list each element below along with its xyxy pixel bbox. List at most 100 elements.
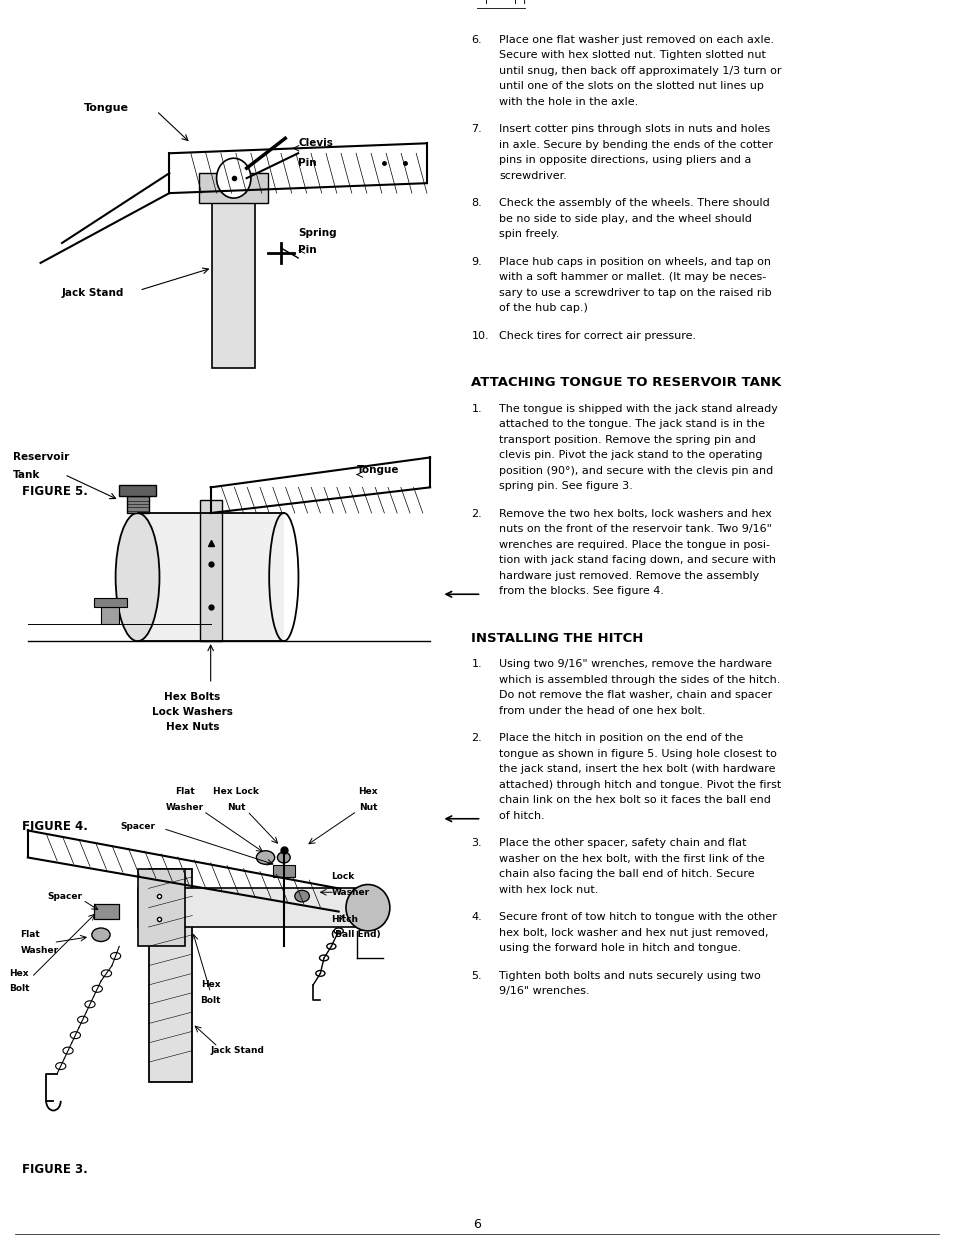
Text: hex bolt, lock washer and hex nut just removed,: hex bolt, lock washer and hex nut just r…: [499, 928, 768, 938]
Text: Nut: Nut: [358, 802, 376, 812]
Polygon shape: [213, 183, 255, 368]
Circle shape: [216, 158, 251, 198]
Text: FIGURE 5.: FIGURE 5.: [22, 486, 88, 498]
Polygon shape: [101, 607, 119, 624]
Text: I: I: [484, 0, 488, 6]
Polygon shape: [149, 870, 193, 1082]
Text: Tank: Tank: [13, 470, 41, 480]
Text: nuts on the front of the reservoir tank. Two 9/16": nuts on the front of the reservoir tank.…: [499, 525, 772, 535]
Text: FIGURE 4.: FIGURE 4.: [22, 820, 88, 832]
Text: Hex Lock: Hex Lock: [213, 787, 259, 796]
Polygon shape: [119, 485, 155, 496]
Text: Lock Washers: Lock Washers: [152, 706, 233, 716]
Text: Secure with hex slotted nut. Tighten slotted nut: Secure with hex slotted nut. Tighten slo…: [499, 51, 765, 61]
Text: 7.: 7.: [471, 125, 481, 135]
Text: Jack Stand: Jack Stand: [62, 288, 124, 298]
Text: The tongue is shipped with the jack stand already: The tongue is shipped with the jack stan…: [499, 404, 778, 414]
Text: Reservoir: Reservoir: [13, 452, 70, 462]
Text: attached) through hitch and tongue. Pivot the first: attached) through hitch and tongue. Pivo…: [499, 780, 781, 790]
Ellipse shape: [277, 852, 290, 863]
Text: Lock: Lock: [331, 872, 355, 881]
Text: Flat: Flat: [175, 787, 194, 796]
Text: with the hole in the axle.: with the hole in the axle.: [499, 97, 639, 107]
Polygon shape: [137, 870, 185, 947]
Text: Do not remove the flat washer, chain and spacer: Do not remove the flat washer, chain and…: [499, 690, 772, 700]
Text: hardware just removed. Remove the assembly: hardware just removed. Remove the assemb…: [499, 571, 759, 581]
Text: 2.: 2.: [471, 734, 481, 744]
Text: Spring: Spring: [298, 228, 336, 238]
Polygon shape: [170, 143, 427, 193]
Text: Hex Nuts: Hex Nuts: [166, 721, 219, 731]
Ellipse shape: [256, 851, 274, 865]
Text: Hex Bolts: Hex Bolts: [164, 692, 220, 701]
Text: pins in opposite directions, using pliers and a: pins in opposite directions, using plier…: [499, 156, 751, 166]
Text: from under the head of one hex bolt.: from under the head of one hex bolt.: [499, 706, 705, 716]
Text: chain link on the hex bolt so it faces the ball end: chain link on the hex bolt so it faces t…: [499, 795, 771, 805]
Text: Hex: Hex: [10, 969, 29, 978]
Text: Clevis: Clevis: [298, 138, 333, 148]
Text: Bolt: Bolt: [200, 996, 221, 1006]
Text: Spacer: Spacer: [47, 892, 82, 901]
Text: position (90°), and secure with the clevis pin and: position (90°), and secure with the clev…: [499, 466, 773, 476]
Text: Place the hitch in position on the end of the: Place the hitch in position on the end o…: [499, 734, 743, 744]
Text: 3.: 3.: [471, 839, 481, 849]
Ellipse shape: [294, 891, 309, 902]
Text: 5.: 5.: [471, 971, 481, 981]
Ellipse shape: [115, 513, 159, 642]
Text: tongue as shown in figure 5. Using hole closest to: tongue as shown in figure 5. Using hole …: [499, 749, 777, 759]
Polygon shape: [137, 888, 356, 927]
Text: 6: 6: [473, 1217, 480, 1231]
Circle shape: [346, 885, 390, 931]
Text: FIGURE 3.: FIGURE 3.: [22, 1163, 88, 1175]
Text: Pin: Pin: [298, 158, 316, 168]
Text: 2.: 2.: [471, 510, 481, 520]
Text: Nut: Nut: [227, 802, 245, 812]
Text: (Ball End): (Ball End): [331, 931, 380, 939]
Polygon shape: [137, 513, 284, 642]
Text: 9/16" wrenches.: 9/16" wrenches.: [499, 987, 590, 997]
Text: 10.: 10.: [471, 331, 489, 341]
Text: Hex: Hex: [357, 787, 377, 796]
Polygon shape: [93, 598, 127, 607]
Text: sary to use a screwdriver to tap on the raised rib: sary to use a screwdriver to tap on the …: [499, 288, 771, 298]
Text: Tighten both bolts and nuts securely using two: Tighten both bolts and nuts securely usi…: [499, 971, 760, 981]
Text: Check tires for correct air pressure.: Check tires for correct air pressure.: [499, 331, 696, 341]
Text: attached to the tongue. The jack stand is in the: attached to the tongue. The jack stand i…: [499, 420, 764, 430]
Text: Washer: Washer: [166, 802, 204, 812]
Text: 1.: 1.: [471, 659, 481, 669]
Text: washer on the hex bolt, with the first link of the: washer on the hex bolt, with the first l…: [499, 854, 764, 863]
Text: Hex: Hex: [201, 981, 220, 989]
Text: I  I: I I: [514, 0, 525, 6]
Text: from the blocks. See figure 4.: from the blocks. See figure 4.: [499, 587, 664, 597]
Text: INSTALLING THE HITCH: INSTALLING THE HITCH: [471, 632, 643, 645]
Text: Remove the two hex bolts, lock washers and hex: Remove the two hex bolts, lock washers a…: [499, 510, 772, 520]
Text: Washer: Washer: [331, 887, 369, 897]
Polygon shape: [93, 903, 119, 920]
Text: tion with jack stand facing down, and secure with: tion with jack stand facing down, and se…: [499, 556, 776, 566]
Text: until one of the slots on the slotted nut lines up: until one of the slots on the slotted nu…: [499, 81, 763, 91]
Polygon shape: [273, 865, 294, 877]
Text: 6.: 6.: [471, 35, 481, 45]
Text: Place the other spacer, safety chain and flat: Place the other spacer, safety chain and…: [499, 839, 746, 849]
Text: spin freely.: spin freely.: [499, 229, 559, 239]
Polygon shape: [199, 500, 221, 642]
Text: clevis pin. Pivot the jack stand to the operating: clevis pin. Pivot the jack stand to the …: [499, 451, 762, 461]
Text: chain also facing the ball end of hitch. Secure: chain also facing the ball end of hitch.…: [499, 870, 755, 880]
Text: Jack Stand: Jack Stand: [211, 1047, 264, 1055]
Text: screwdriver.: screwdriver.: [499, 171, 567, 181]
Text: Spacer: Spacer: [120, 822, 155, 831]
Text: Using two 9/16" wrenches, remove the hardware: Using two 9/16" wrenches, remove the har…: [499, 659, 772, 669]
Text: 1.: 1.: [471, 404, 481, 414]
Text: of hitch.: of hitch.: [499, 811, 545, 821]
Text: until snug, then back off approximately 1/3 turn or: until snug, then back off approximately …: [499, 66, 781, 76]
Text: 8.: 8.: [471, 198, 481, 208]
Text: ATTACHING TONGUE TO RESERVOIR TANK: ATTACHING TONGUE TO RESERVOIR TANK: [471, 376, 781, 390]
Text: Flat: Flat: [21, 931, 40, 939]
Text: Insert cotter pins through slots in nuts and holes: Insert cotter pins through slots in nuts…: [499, 125, 770, 135]
Ellipse shape: [91, 928, 110, 942]
Text: Place hub caps in position on wheels, and tap on: Place hub caps in position on wheels, an…: [499, 257, 771, 267]
Text: 4.: 4.: [471, 912, 481, 922]
Text: spring pin. See figure 3.: spring pin. See figure 3.: [499, 481, 633, 491]
Text: transport position. Remove the spring pin and: transport position. Remove the spring pi…: [499, 435, 756, 445]
Text: Pin: Pin: [298, 245, 316, 255]
